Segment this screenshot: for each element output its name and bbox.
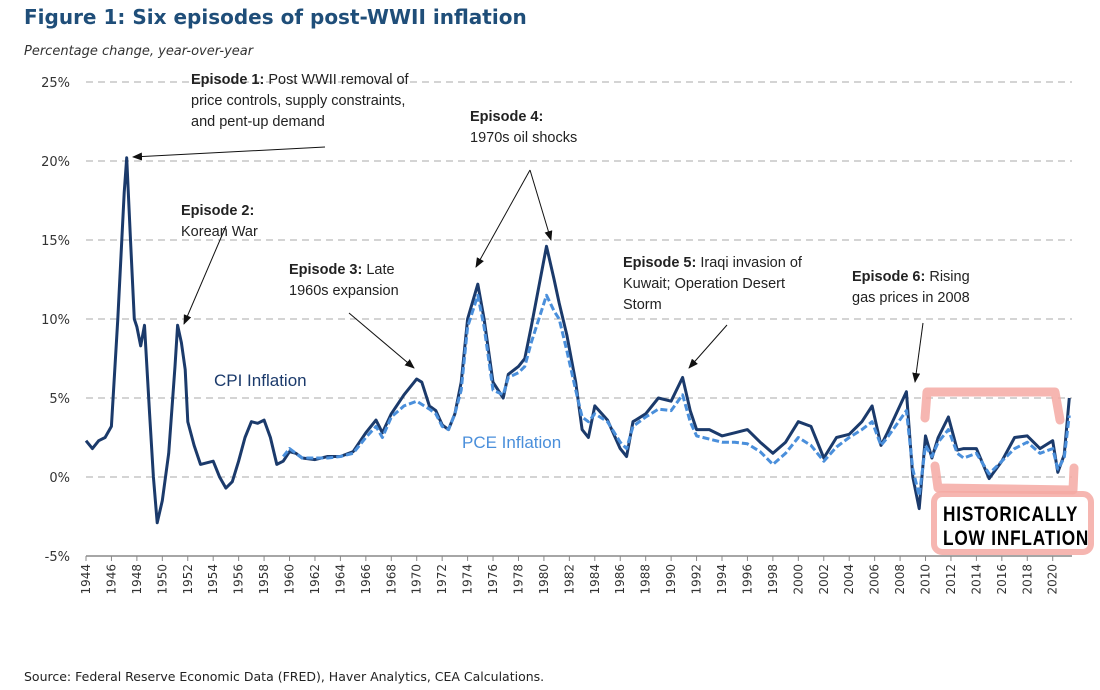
x-tick-label: 2012 — [944, 564, 958, 595]
y-axis-label: Percentage change, year-over-year — [24, 44, 254, 59]
source-note: Source: Federal Reserve Economic Data (F… — [24, 669, 545, 684]
x-tick-label: 1962 — [308, 564, 322, 595]
annotation-arrows — [132, 146, 924, 383]
x-tick-label: 1980 — [537, 564, 551, 595]
x-tick-label: 1952 — [181, 564, 195, 595]
y-ticks: 25% 20% 15% 10% 5% 0% -5% — [41, 76, 70, 565]
x-tick-label: 2016 — [995, 564, 1009, 595]
x-tick-label: 1946 — [104, 564, 118, 595]
x-tick-label: 1956 — [232, 564, 246, 595]
y-tick-label: 20% — [41, 155, 70, 170]
x-tick-label: 2020 — [1046, 564, 1060, 595]
x-tick-label: 1944 — [79, 564, 93, 595]
x-tick-label: 2006 — [868, 564, 882, 595]
annotation-episode-4: Episode 4: 1970s oil shocks — [470, 109, 578, 146]
highlight-bracket-top — [920, 387, 1065, 425]
annotation-episode-2: Episode 2: Korean War — [181, 203, 258, 240]
y-tick-label: 10% — [41, 313, 70, 328]
y-tick-label: 5% — [49, 392, 70, 407]
annotation-arrow — [529, 169, 553, 241]
y-tick-label: 0% — [49, 471, 70, 486]
x-tick-label: 2018 — [1020, 564, 1034, 595]
series-lines — [84, 156, 1071, 525]
y-tick-label: 15% — [41, 234, 70, 249]
x-tick-label: 1964 — [333, 564, 347, 595]
annotation-arrow — [475, 169, 531, 268]
x-tick-label: 2008 — [893, 564, 907, 595]
x-tick-label: 2000 — [791, 564, 805, 595]
x-tick-label: 1968 — [384, 564, 398, 595]
x-tick-label: 1990 — [664, 564, 678, 595]
annotation-arrow — [688, 324, 728, 369]
x-tick-label: 2014 — [969, 564, 983, 595]
y-tick-label: -5% — [45, 550, 70, 565]
y-tick-label: 25% — [41, 76, 70, 91]
x-tick-label: 1994 — [715, 564, 729, 595]
chart-title: Figure 1: Six episodes of post-WWII infl… — [24, 5, 527, 29]
historically-low-inflation-label: HISTORICALLY LOW INFLATION — [943, 503, 1090, 550]
x-tick-label: 1988 — [639, 564, 653, 595]
annotation-episode-1: Episode 1: Post WWII removal of price con… — [191, 72, 409, 130]
x-tick-label: 1978 — [511, 564, 525, 595]
highlight-bracket-bottom — [930, 461, 1079, 495]
legend-cpi-label: CPI Inflation — [214, 371, 307, 390]
x-tick-label: 2004 — [842, 564, 856, 595]
gridlines — [86, 81, 1072, 557]
annotation-episode-5: Episode 5: Iraqi invasion of Kuwait; Oper… — [623, 255, 802, 313]
annotation-arrow — [132, 146, 326, 161]
x-tick-label: 1998 — [766, 564, 780, 595]
annotation-arrow — [912, 322, 924, 383]
x-tick-label: 1984 — [588, 564, 602, 595]
x-tick-label: 1986 — [613, 564, 627, 595]
x-tick-label: 1950 — [155, 564, 169, 595]
x-tick-label: 1982 — [562, 564, 576, 595]
x-tick-label: 1960 — [283, 564, 297, 595]
x-tick-label: 1970 — [410, 564, 424, 595]
x-tick-label: 2002 — [817, 564, 831, 595]
annotation-arrow — [348, 312, 415, 369]
x-ticks: 1944 1946 1948 1950 1952 1954 1956 1958 1960 1962… — [79, 556, 1060, 595]
x-tick-label: 1974 — [461, 564, 475, 595]
legend-pce-label: PCE Inflation — [462, 433, 562, 452]
pce-inflation-line — [282, 293, 1071, 498]
x-tick-label: 1966 — [359, 564, 373, 595]
x-tick-label: 1958 — [257, 564, 271, 595]
x-tick-label: 1948 — [130, 564, 144, 595]
x-tick-label: 1972 — [435, 564, 449, 595]
highlight-box — [931, 491, 1094, 555]
annotation-episode-3: Episode 3: Late 1960s expansion — [289, 262, 399, 299]
x-tick-label: 2010 — [919, 564, 933, 595]
annotation-arrow — [183, 225, 227, 325]
x-tick-label: 1976 — [486, 564, 500, 595]
x-tick-label: 1996 — [740, 564, 754, 595]
highlight-brackets — [920, 387, 1094, 555]
x-tick-label: 1992 — [690, 564, 704, 595]
x-tick-label: 1954 — [206, 564, 220, 595]
annotation-episode-6: Episode 6: Rising gas prices in 2008 — [852, 269, 970, 306]
